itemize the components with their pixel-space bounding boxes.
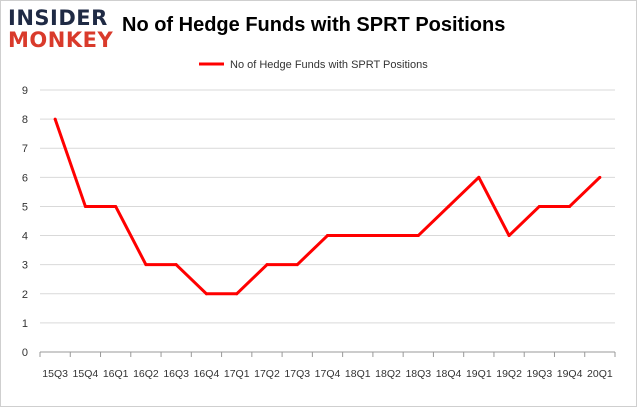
data-point (477, 175, 481, 179)
y-tick-label: 5 (22, 201, 28, 213)
data-point (114, 204, 118, 208)
x-tick-label: 17Q1 (224, 368, 250, 380)
data-point (568, 204, 572, 208)
y-tick-label: 8 (22, 114, 28, 126)
data-point (144, 263, 148, 267)
data-point (265, 263, 269, 267)
legend-label: No of Hedge Funds with SPRT Positions (230, 59, 428, 71)
x-tick-label: 18Q3 (405, 368, 431, 380)
data-point (204, 292, 208, 296)
data-point (326, 234, 329, 238)
series-group (53, 117, 602, 296)
x-tick-label: 18Q2 (375, 368, 401, 380)
x-tick-label: 18Q1 (345, 368, 371, 380)
x-tick-label: 19Q1 (466, 368, 492, 380)
x-tick-label: 17Q3 (284, 368, 310, 380)
x-tick-label: 17Q4 (315, 368, 341, 380)
data-point (356, 234, 360, 238)
data-point (295, 263, 299, 267)
y-tick-label: 9 (22, 85, 28, 97)
chart-title: No of Hedge Funds with SPRT Positions (122, 14, 506, 36)
data-point (174, 263, 178, 267)
x-tick-label: 16Q1 (103, 368, 129, 380)
x-tick-label: 19Q3 (526, 368, 552, 380)
y-tick-label: 4 (22, 231, 28, 243)
x-tick-label: 15Q3 (42, 368, 68, 380)
grid-lines (40, 89, 615, 353)
data-point (598, 175, 602, 179)
x-tick-label: 18Q4 (436, 368, 462, 380)
data-point (386, 234, 390, 238)
x-tick-label: 20Q1 (587, 368, 613, 380)
data-point (507, 234, 511, 238)
x-axis: 15Q3 15Q4 16Q1 16Q2 16Q3 16Q4 17Q1 17Q2 17Q3 17Q4… (39, 351, 616, 380)
logo-line-2: MONKEY (8, 28, 114, 52)
y-tick-label: 1 (22, 318, 28, 330)
x-tick-label: 17Q2 (254, 368, 280, 380)
x-tick-label: 15Q4 (73, 368, 99, 380)
y-tick-label: 3 (22, 260, 28, 272)
insider-monkey-logo: INSIDER MONKEY (8, 6, 120, 52)
y-axis: 0 1 2 3 4 5 6 7 8 9 (22, 85, 28, 359)
x-tick-label: 16Q2 (133, 368, 159, 380)
y-tick-label: 0 (22, 347, 28, 359)
y-tick-label: 2 (22, 289, 28, 301)
x-tick-label: 16Q4 (194, 368, 220, 380)
y-tick-label: 7 (22, 143, 28, 155)
data-point (447, 204, 451, 208)
data-point (235, 292, 239, 296)
legend: No of Hedge Funds with SPRT Positions (199, 59, 428, 71)
logo-line-1: INSIDER (8, 6, 108, 30)
data-point (416, 234, 420, 238)
y-tick-label: 6 (22, 172, 28, 184)
data-point (83, 204, 87, 208)
x-tick-label: 19Q4 (557, 368, 583, 380)
x-tick-label: 19Q2 (496, 368, 522, 380)
x-tick-label: 16Q3 (163, 368, 189, 380)
data-point (537, 204, 541, 208)
data-point (53, 117, 57, 121)
